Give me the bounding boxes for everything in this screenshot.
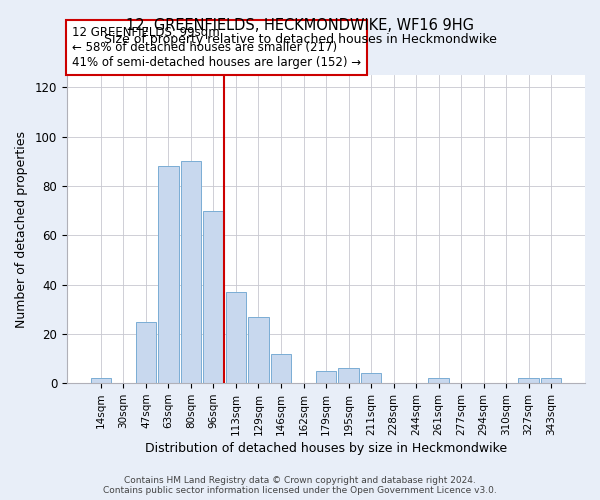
Bar <box>91 378 111 383</box>
Text: 12, GREENFIELDS, HECKMONDWIKE, WF16 9HG: 12, GREENFIELDS, HECKMONDWIKE, WF16 9HG <box>126 18 474 32</box>
Bar <box>518 378 539 383</box>
Bar <box>361 374 382 383</box>
Y-axis label: Number of detached properties: Number of detached properties <box>15 130 28 328</box>
Bar <box>541 378 562 383</box>
Bar <box>271 354 292 383</box>
Bar <box>158 166 179 383</box>
Bar <box>226 292 247 383</box>
Bar <box>136 322 157 383</box>
Bar <box>181 162 202 383</box>
Bar <box>316 371 337 383</box>
Text: Size of property relative to detached houses in Heckmondwike: Size of property relative to detached ho… <box>104 32 496 46</box>
Bar <box>203 210 224 383</box>
Text: Contains HM Land Registry data © Crown copyright and database right 2024.
Contai: Contains HM Land Registry data © Crown c… <box>103 476 497 495</box>
Text: 12 GREENFIELDS: 99sqm
← 58% of detached houses are smaller (217)
41% of semi-det: 12 GREENFIELDS: 99sqm ← 58% of detached … <box>72 26 361 69</box>
Bar <box>338 368 359 383</box>
Bar <box>248 316 269 383</box>
Bar <box>428 378 449 383</box>
X-axis label: Distribution of detached houses by size in Heckmondwike: Distribution of detached houses by size … <box>145 442 507 455</box>
